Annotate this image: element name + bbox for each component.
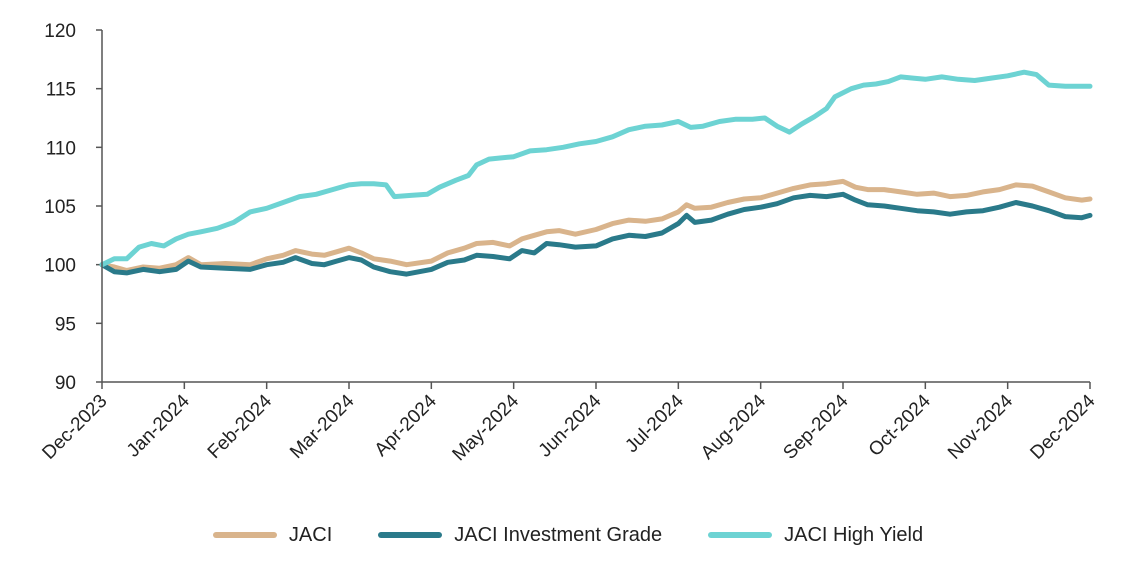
x-tick-label: Oct-2024 [865, 390, 935, 460]
x-tick-label: Sep-2024 [779, 390, 852, 463]
series-line-jaci [99, 178, 1093, 273]
legend: JACI JACI Investment Grade JACI High Yie… [0, 518, 1136, 552]
x-tick-label: Dec-2023 [38, 391, 111, 464]
y-axis-ticks: 90 95 100 105 110 115 120 [44, 21, 102, 394]
x-tick-label: May-2024 [449, 390, 524, 465]
y-tick-label: 105 [44, 197, 76, 218]
y-tick-label: 110 [46, 138, 76, 159]
y-tick-label: 120 [44, 21, 76, 42]
series-line-jaci-investment-grade [99, 191, 1093, 277]
x-tick-label: Mar-2024 [286, 390, 359, 463]
y-tick-label: 90 [55, 373, 76, 394]
x-tick-label: Jun-2024 [535, 390, 606, 461]
x-tick-label: Aug-2024 [697, 390, 770, 463]
x-tick-label: Nov-2024 [944, 390, 1017, 463]
legend-item-jaci-investment-grade: JACI Investment Grade [378, 524, 662, 547]
y-tick-label: 95 [55, 314, 76, 335]
x-tick-label: Jan-2024 [123, 390, 194, 461]
legend-swatch-jaci [212, 532, 277, 538]
legend-item-jaci-high-yield: JACI High Yield [708, 524, 923, 547]
series-line-jaci-high-yield [99, 69, 1093, 268]
legend-label-jaci-high-yield: JACI High Yield [784, 523, 924, 546]
x-tick-label: Dec-2024 [1026, 390, 1099, 463]
series-lines [99, 69, 1093, 277]
legend-item-jaci: JACI [212, 523, 333, 547]
legend-label-jaci-investment-grade: JACI Investment Grade [454, 523, 663, 546]
x-tick-label: Jul-2024 [621, 390, 688, 457]
x-tick-label: Feb-2024 [204, 390, 277, 463]
y-tick-label: 100 [44, 256, 76, 277]
x-axis-ticks: Dec-2023 Jan-2024 Feb-2024 Mar-2024 Apr-2024… [38, 382, 1100, 465]
legend-label-jaci: JACI [288, 523, 333, 546]
y-tick-label: 115 [46, 80, 76, 101]
line-chart: 90 95 100 105 110 115 120 Dec-2023 Jan-2024 Feb-… [38, 21, 1100, 465]
legend-swatch-jaci-investment-grade [378, 532, 443, 538]
legend-swatch-jaci-high-yield [708, 532, 773, 538]
x-tick-label: Apr-2024 [371, 390, 441, 460]
